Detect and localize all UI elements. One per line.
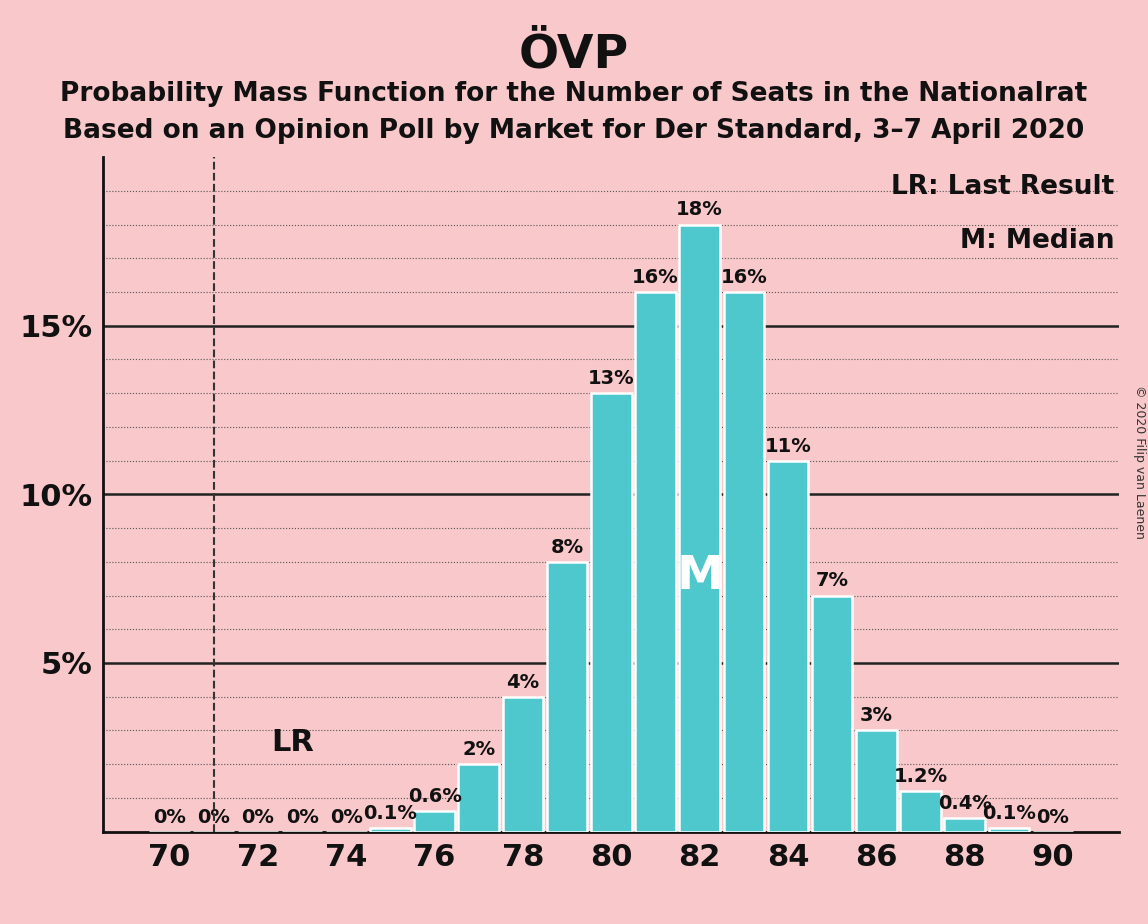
- Bar: [856, 730, 897, 832]
- Text: 13%: 13%: [588, 369, 635, 388]
- Text: 16%: 16%: [721, 268, 767, 287]
- Text: 7%: 7%: [816, 571, 848, 590]
- Bar: [812, 596, 853, 832]
- Text: 16%: 16%: [633, 268, 678, 287]
- Bar: [723, 292, 765, 832]
- Text: M: Median: M: Median: [960, 228, 1115, 254]
- Text: 0.4%: 0.4%: [938, 794, 992, 813]
- Text: ÖVP: ÖVP: [519, 32, 629, 78]
- Bar: [900, 791, 941, 832]
- Bar: [988, 828, 1030, 832]
- Text: LR: LR: [271, 728, 315, 758]
- Text: Probability Mass Function for the Number of Seats in the Nationalrat: Probability Mass Function for the Number…: [61, 81, 1087, 107]
- Text: 0.1%: 0.1%: [982, 804, 1035, 823]
- Text: LR: Last Result: LR: Last Result: [891, 174, 1115, 200]
- Text: M: M: [676, 554, 723, 599]
- Text: 3%: 3%: [860, 706, 893, 725]
- Text: 1.2%: 1.2%: [893, 767, 947, 786]
- Bar: [768, 461, 808, 832]
- Text: 0%: 0%: [241, 808, 274, 827]
- Text: Based on an Opinion Poll by Market for Der Standard, 3–7 April 2020: Based on an Opinion Poll by Market for D…: [63, 118, 1085, 144]
- Text: 18%: 18%: [676, 201, 723, 220]
- Bar: [546, 562, 588, 832]
- Text: 8%: 8%: [551, 538, 583, 557]
- Bar: [635, 292, 676, 832]
- Bar: [591, 394, 631, 832]
- Text: 0%: 0%: [329, 808, 363, 827]
- Text: 0%: 0%: [197, 808, 231, 827]
- Text: 0%: 0%: [1037, 808, 1070, 827]
- Text: 2%: 2%: [463, 740, 495, 760]
- Bar: [945, 818, 985, 832]
- Text: 0%: 0%: [153, 808, 186, 827]
- Bar: [370, 828, 411, 832]
- Bar: [414, 811, 455, 832]
- Text: 0.6%: 0.6%: [408, 787, 461, 807]
- Bar: [680, 225, 720, 832]
- Text: 0.1%: 0.1%: [364, 804, 418, 823]
- Text: © 2020 Filip van Laenen: © 2020 Filip van Laenen: [1133, 385, 1147, 539]
- Text: 4%: 4%: [506, 673, 540, 692]
- Bar: [458, 764, 499, 832]
- Bar: [503, 697, 543, 832]
- Text: 0%: 0%: [286, 808, 318, 827]
- Text: 11%: 11%: [765, 436, 812, 456]
